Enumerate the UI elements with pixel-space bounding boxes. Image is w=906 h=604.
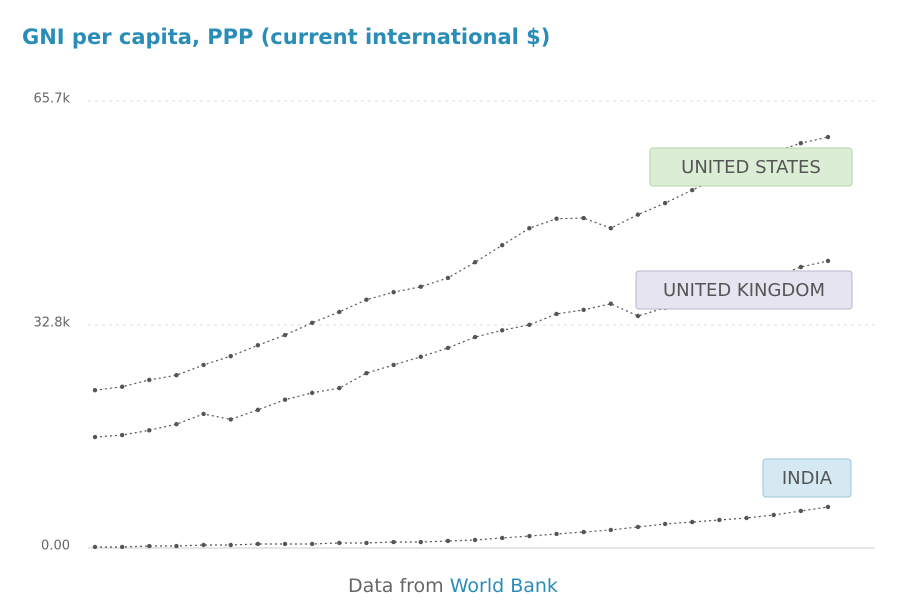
data-point	[147, 428, 152, 433]
data-point	[255, 541, 261, 547]
data-point	[581, 529, 586, 535]
data-point	[554, 531, 559, 537]
series-label: UNITED STATES	[681, 157, 821, 178]
data-point	[391, 539, 396, 545]
data-point	[472, 260, 478, 265]
data-point	[228, 417, 233, 422]
data-point	[228, 353, 233, 359]
data-point	[337, 385, 342, 391]
data-point	[554, 311, 559, 317]
footer: Data from World Bank	[348, 575, 558, 597]
data-point	[309, 541, 315, 547]
data-point	[418, 284, 423, 289]
data-point	[92, 387, 98, 393]
data-point	[228, 542, 233, 548]
data-point	[147, 543, 152, 549]
footer-text: Data from	[348, 575, 444, 597]
data-point	[391, 289, 396, 295]
data-point	[418, 354, 423, 360]
y-tick-label: 32.8k	[34, 315, 71, 330]
data-point	[662, 200, 668, 206]
data-point	[92, 544, 98, 550]
chart-title: GNI per capita, PPP (current internation…	[22, 25, 550, 49]
data-point	[500, 328, 505, 333]
footer-link[interactable]: World Bank	[450, 575, 558, 597]
data-point	[364, 370, 369, 376]
data-point	[500, 535, 505, 541]
data-point	[201, 542, 206, 548]
data-point	[282, 332, 288, 338]
data-point	[445, 275, 451, 281]
data-point	[92, 434, 98, 440]
data-point	[608, 527, 614, 533]
data-point	[119, 384, 125, 389]
data-point	[445, 538, 451, 544]
data-point	[825, 504, 831, 510]
series-label: UNITED KINGDOM	[663, 280, 825, 301]
data-point	[798, 508, 804, 514]
data-point	[825, 134, 831, 140]
data-point	[445, 345, 451, 351]
data-point	[282, 541, 288, 547]
data-point	[309, 390, 315, 396]
data-point	[337, 540, 342, 546]
data-point	[744, 515, 749, 521]
data-point	[635, 212, 641, 217]
data-point	[690, 187, 695, 193]
data-point	[364, 540, 369, 546]
data-point	[255, 407, 261, 413]
data-point	[174, 372, 179, 378]
data-point	[798, 140, 804, 146]
data-point	[119, 432, 125, 438]
data-point	[635, 313, 641, 319]
data-point	[825, 258, 831, 264]
data-point	[608, 226, 614, 231]
data-point	[608, 301, 614, 306]
data-point	[527, 226, 532, 231]
data-point	[119, 544, 125, 550]
data-point	[472, 334, 478, 340]
series-line	[94, 260, 829, 438]
y-tick-label: 0.00	[41, 539, 70, 554]
data-point	[771, 512, 776, 518]
data-point	[174, 543, 179, 549]
data-point	[174, 421, 179, 427]
data-point	[391, 362, 396, 368]
data-point	[500, 243, 505, 248]
data-point	[581, 215, 586, 221]
data-point	[309, 320, 315, 325]
series-label-box	[649, 147, 853, 187]
data-point	[472, 537, 478, 543]
data-point	[527, 322, 532, 328]
data-point	[282, 397, 288, 402]
series-line	[94, 136, 829, 391]
data-point	[201, 362, 206, 368]
data-point	[690, 519, 695, 525]
data-point	[201, 411, 206, 417]
series-line	[95, 506, 829, 548]
data-point	[717, 517, 722, 523]
data-point	[581, 307, 586, 313]
data-point	[255, 343, 261, 348]
series-label: INDIA	[782, 468, 833, 489]
data-point	[798, 264, 804, 270]
series-label-box	[635, 270, 853, 310]
data-point	[527, 533, 532, 539]
data-point	[418, 539, 423, 545]
series-label-box	[762, 458, 852, 498]
data-point	[662, 521, 668, 527]
data-point	[337, 309, 342, 315]
data-point	[635, 524, 641, 530]
data-point	[147, 377, 152, 383]
y-tick-label: 65.7k	[34, 92, 71, 107]
data-point	[554, 216, 559, 221]
data-point	[364, 297, 369, 302]
